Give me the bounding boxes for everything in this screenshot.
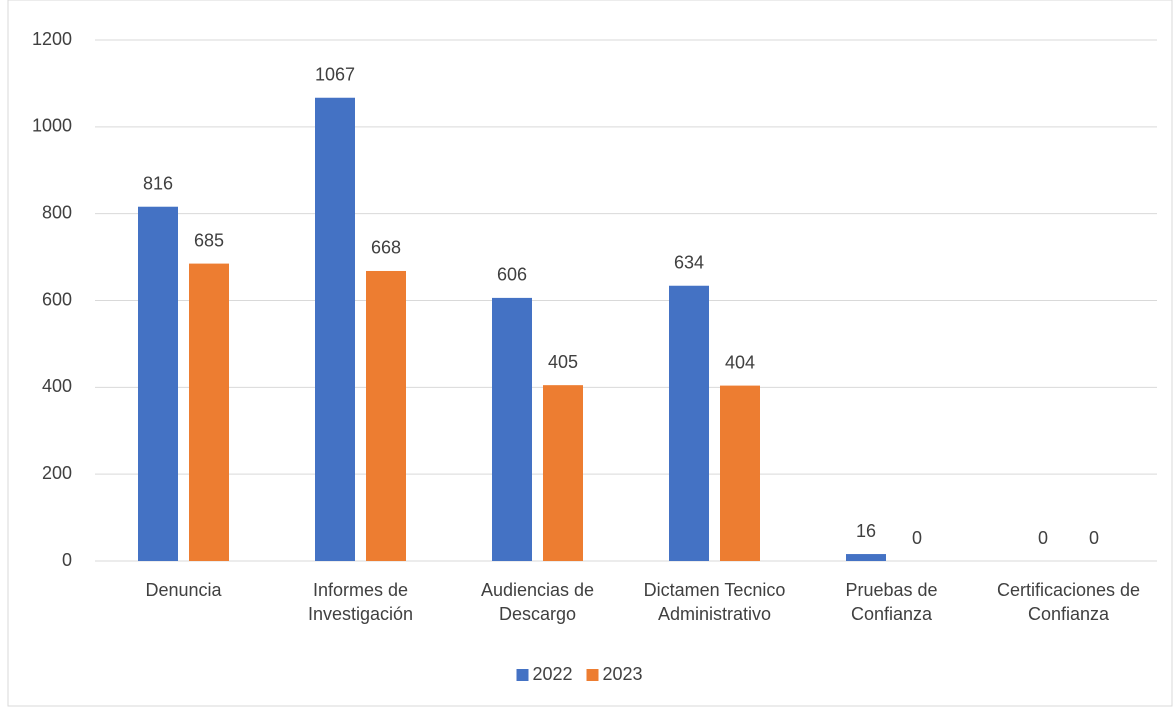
chart-frame — [7, 0, 1173, 707]
data-label: 1067 — [315, 64, 355, 84]
bar — [669, 285, 709, 561]
y-tick-label: 800 — [42, 202, 72, 222]
data-label: 0 — [1038, 528, 1048, 548]
bar — [720, 385, 760, 561]
y-tick-label: 0 — [62, 550, 72, 570]
x-tick-label: Denuncia — [145, 580, 222, 600]
data-label: 685 — [194, 230, 224, 250]
data-label: 0 — [1089, 528, 1099, 548]
data-label: 404 — [725, 352, 755, 372]
data-label: 816 — [143, 173, 173, 193]
bar — [138, 206, 178, 561]
bar — [315, 97, 355, 561]
legend-swatch — [516, 669, 529, 681]
bar — [492, 297, 532, 561]
x-tick-label: Pruebas de Confianza — [845, 580, 938, 624]
x-tick-label: Dictamen Tecnico Administrativo — [643, 580, 786, 624]
data-label: 634 — [674, 252, 704, 272]
legend-label: 2023 — [603, 664, 643, 684]
y-tick-label: 600 — [42, 289, 72, 309]
y-tick-label: 200 — [42, 463, 72, 483]
bar — [846, 554, 886, 561]
y-tick-label: 1200 — [32, 29, 72, 49]
data-label: 606 — [497, 265, 527, 285]
data-label: 0 — [912, 528, 922, 548]
y-tick-label: 400 — [42, 376, 72, 396]
legend-swatch — [586, 669, 599, 681]
data-label: 405 — [548, 352, 578, 372]
bar — [189, 263, 229, 561]
x-tick-label: Certificaciones de Confianza — [996, 580, 1141, 624]
y-tick-label: 1000 — [32, 116, 72, 136]
legend-label: 2022 — [533, 664, 573, 684]
data-label: 668 — [371, 238, 401, 258]
bar — [543, 385, 583, 561]
x-tick-label: Informes de Investigación — [307, 580, 414, 624]
bar — [366, 270, 406, 561]
data-label: 16 — [856, 521, 876, 541]
x-tick-label: Audiencias de Descargo — [480, 580, 595, 624]
